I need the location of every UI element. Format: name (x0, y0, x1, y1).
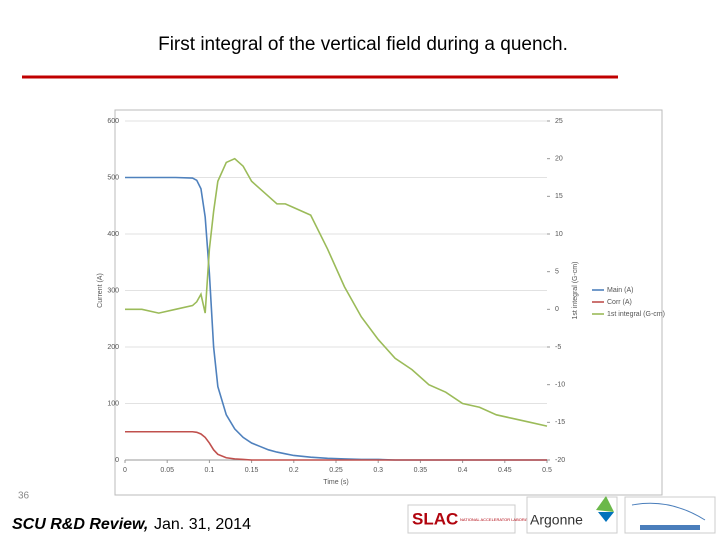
y-tick-label: 200 (107, 344, 119, 351)
x-tick-label: 0.35 (414, 467, 428, 474)
logo-text: NATIONAL ACCELERATOR LABORATORY (460, 517, 538, 522)
y2-axis-label: 1st integral (G-cm) (572, 262, 579, 320)
y2-tick-label: 15 (555, 193, 563, 200)
logo-mark (596, 496, 614, 512)
logo-mark (631, 502, 706, 521)
y-axis-label: Current (A) (97, 273, 104, 308)
legend-label: Corr (A) (607, 299, 632, 306)
y-tick-label: 0 (115, 457, 119, 464)
x-tick-label: 0.15 (245, 467, 259, 474)
x-tick-label: 0.3 (373, 467, 383, 474)
x-tick-label: 0.4 (458, 467, 468, 474)
y2-tick-label: 5 (555, 269, 559, 276)
y2-tick-label: 0 (555, 306, 559, 313)
y2-tick-label: -15 (555, 419, 565, 426)
legend-label: Main (A) (607, 287, 633, 294)
logo-text: SLAC (412, 509, 458, 528)
y2-tick-label: -10 (555, 382, 565, 389)
slac-logo (407, 504, 516, 534)
y-tick-label: 100 (107, 400, 119, 407)
y-tick-label: 600 (107, 118, 119, 125)
logo-text: Argonne (530, 512, 583, 528)
series-line (125, 430, 547, 461)
page-number: 36 (18, 491, 30, 502)
legend-label: 1st integral (G-cm) (607, 311, 665, 318)
y2-tick-label: 25 (555, 118, 563, 125)
y-tick-label: 500 (107, 174, 119, 181)
x-tick-label: 0.1 (205, 467, 215, 474)
x-axis-label: Time (s) (323, 479, 348, 486)
x-tick-label: 0.45 (498, 467, 512, 474)
y2-tick-label: 20 (555, 156, 563, 163)
y-tick-label: 300 (107, 287, 119, 294)
logo-mark (598, 512, 614, 522)
footer-date: Jan. 31, 2014 (154, 516, 251, 533)
x-tick-label: 0 (123, 467, 127, 474)
slide-title: First integral of the vertical field dur… (158, 34, 568, 55)
x-tick-label: 0.05 (160, 467, 174, 474)
y2-tick-label: -20 (555, 457, 565, 464)
x-tick-label: 0.25 (329, 467, 343, 474)
footer-label: SCU R&D Review, (12, 516, 148, 533)
y2-tick-label: 10 (555, 231, 563, 238)
y-tick-label: 400 (107, 231, 119, 238)
logo-mark (640, 525, 700, 530)
y2-tick-label: -5 (555, 344, 561, 351)
x-tick-label: 0.2 (289, 467, 299, 474)
series-line (125, 157, 548, 427)
x-tick-label: 0.5 (542, 467, 552, 474)
